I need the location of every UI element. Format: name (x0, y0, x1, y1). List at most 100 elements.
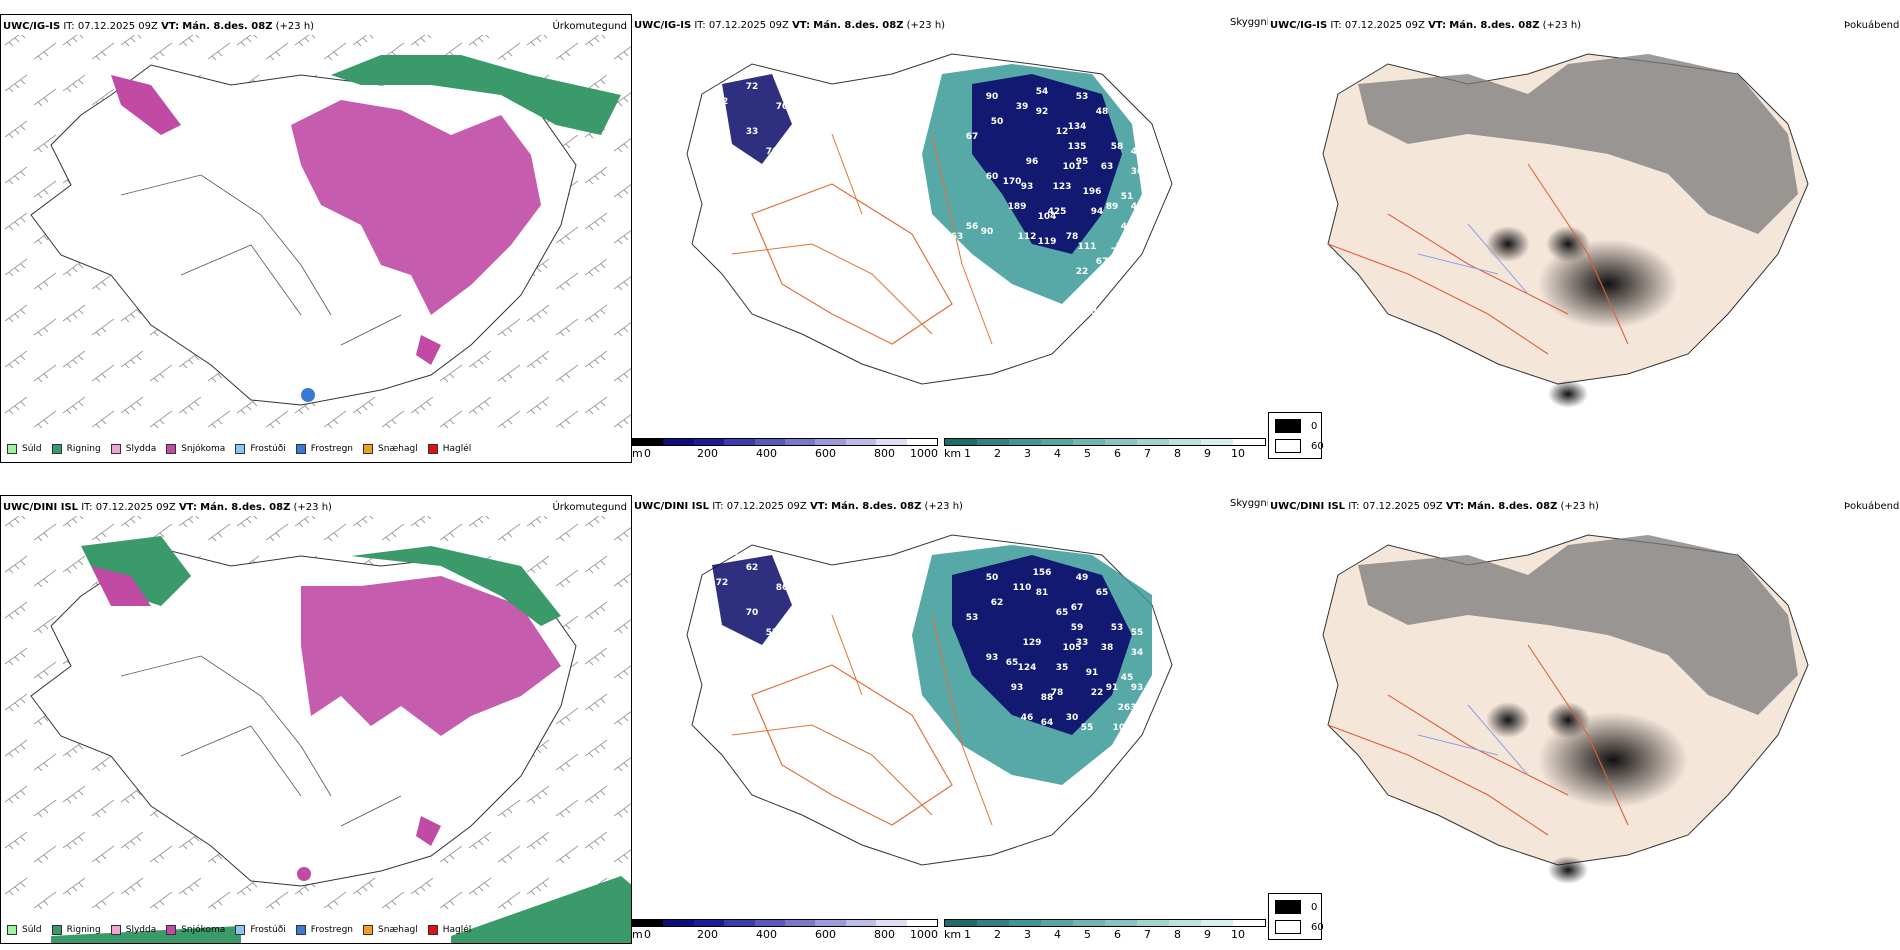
panel-field-name: Úrkomutegund (552, 21, 627, 32)
legend-item: Frostregn (295, 925, 353, 935)
visibility-value-label: 129 (1023, 638, 1042, 648)
visibility-value-label: 40 (1131, 147, 1144, 157)
precip-legend: Súld Rigning Slydda Snjókoma Frostúði Frostre… (7, 925, 471, 935)
visibility-value-label: 93 (1021, 182, 1034, 192)
visibility-value-label: 33 (1076, 638, 1089, 648)
visibility-value-label: 70 (1111, 247, 1124, 257)
visibility-value-label: 49 (1076, 573, 1089, 583)
visibility-value-label: 70 (746, 608, 759, 618)
legend-item: Súld (7, 925, 42, 935)
visibility-value-label: 111 (1078, 242, 1097, 252)
visibility-value-label: 38 (1116, 242, 1129, 252)
visibility-value-label: 90 (986, 92, 999, 102)
fog-indicator-panel-top: UWC/IG-IS IT: 07.12.2025 09Z VT: Mán. 8.… (1268, 14, 1900, 463)
visibility-value-label: 196 (1083, 187, 1102, 197)
fog-key-dark-swatch (1275, 900, 1301, 914)
height-colorbar: m 0 200 400 600 800 1000 (632, 438, 942, 460)
legend-swatch (7, 925, 17, 935)
visibility-value-label: 36 (1131, 167, 1144, 177)
visibility-value-label: 119 (1038, 237, 1057, 247)
legend-label: Frostregn (310, 444, 354, 454)
legend-label: Haglél (442, 444, 472, 454)
legend-swatch (295, 925, 306, 935)
fog-key-bottom: 0 60 (1268, 893, 1324, 940)
panel-title: UWC/DINI ISL IT: 07.12.2025 09Z VT: Mán.… (634, 501, 963, 512)
visibility-value-label: 53 (1111, 623, 1124, 633)
visibility-value-label: 43 (1131, 202, 1144, 212)
visibility-value-label: 95 (1076, 157, 1089, 167)
freezing-rain-spot (301, 388, 315, 402)
legend-swatch (295, 444, 306, 454)
visibility-colorbar: km 1 2 3 4 5 6 7 8 9 10 (944, 919, 1266, 941)
legend-label: Slydda (125, 925, 157, 935)
legend-label: Rigning (66, 444, 101, 454)
visibility-value-label: 94 (1091, 207, 1104, 217)
panel-title: UWC/IG-IS IT: 07.12.2025 09Z VT: Mán. 8.… (1270, 20, 1582, 31)
legend-item: Súld (7, 444, 42, 454)
visibility-value-label: 39 (1016, 102, 1029, 112)
legend-item: Rigning (51, 925, 101, 935)
legend-swatch (235, 925, 246, 935)
visibility-value-label: 89 (1106, 202, 1119, 212)
visibility-value-label: 59 (1071, 623, 1084, 633)
legend-swatch (166, 444, 177, 454)
visibility-value-label: 91 (1106, 683, 1119, 693)
legend-label: Snjókoma (181, 444, 226, 454)
visibility-value-label: 34 (1131, 648, 1144, 658)
visibility-value-label: 30 (1066, 713, 1079, 723)
legend-label: Slydda (125, 444, 157, 454)
roads (120, 174, 402, 346)
visibility-value-label: 84 (1091, 307, 1104, 317)
visibility-value-label: 81 (1036, 588, 1049, 598)
visibility-value-label: 22 (1076, 267, 1089, 277)
panel-title: UWC/IG-IS IT: 07.12.2025 09Z VT: Mán. 8.… (634, 20, 946, 31)
visibility-value-label: 103 (1113, 723, 1132, 733)
legend-item: Haglél (427, 444, 472, 454)
panel-title: UWC/IG-IS IT: 07.12.2025 09Z VT: Mán. 8.… (3, 21, 315, 32)
visibility-value-label: 70 (776, 102, 789, 112)
panel-title: UWC/DINI ISL IT: 07.12.2025 09Z VT: Mán.… (1270, 501, 1599, 512)
visibility-value-label: 67 (1096, 257, 1109, 267)
legend-swatch (427, 444, 438, 454)
visibility-value-label: 70 (766, 147, 779, 157)
fog-key-dark-swatch (1275, 419, 1301, 433)
visibility-value-label: 91 (1086, 668, 1099, 678)
visibility-value-label: 135 (1068, 142, 1087, 152)
visibility-value-label: 96 (1026, 157, 1039, 167)
visibility-value-label: 62 (746, 563, 759, 573)
visibility-value-label: 124 (1018, 663, 1037, 673)
fog-map (1322, 53, 1809, 408)
legend-label: Súld (22, 925, 42, 935)
visibility-value-label: 63 (951, 232, 964, 242)
legend-swatch (7, 444, 17, 454)
visibility-value-label: 90 (981, 227, 994, 237)
legend-item: Frostregn (295, 444, 354, 454)
visibility-value-label: 123 (1053, 182, 1072, 192)
visibility-value-label: 93 (1131, 683, 1144, 693)
precip-legend: Súld Rigning Slydda Snjókoma Frostúði Frostre… (7, 444, 471, 454)
fog-indicator-panel-bottom: UWC/DINI ISL IT: 07.12.2025 09Z VT: Mán.… (1268, 495, 1900, 944)
visibility-value-label: 72 (746, 82, 759, 92)
visibility-value-label: 50 (986, 573, 999, 583)
visibility-value-label: 110 (1013, 583, 1032, 593)
visibility-value-label: 86 (776, 583, 789, 593)
visibility-value-label: 46 (1021, 713, 1034, 723)
precip-type-panel-top: UWC/IG-IS IT: 07.12.2025 09Z VT: Mán. 8.… (0, 14, 632, 463)
visibility-value-label: 65 (1056, 608, 1069, 618)
visibility-value-label: 88 (1041, 693, 1054, 703)
legend-label: Súld (22, 444, 42, 454)
visibility-value-label: 10 (726, 548, 739, 558)
visibility-value-label: 65 (1006, 658, 1019, 668)
visibility-value-label: 53 (1076, 92, 1089, 102)
legend-swatch (51, 925, 62, 935)
visibility-value-label: 48 (826, 127, 839, 137)
visibility-map: 17 72 62 70 33 70 48 90 67 50 39 54 92 12 53 48 134 135 58… (686, 53, 1173, 385)
legend-label: Snæhagl (378, 925, 418, 935)
visibility-value-label: 45 (1121, 673, 1134, 683)
visibility-value-label: 92 (1036, 107, 1049, 117)
visibility-value-label: 55 (1081, 723, 1094, 733)
legend-label: Snjókoma (181, 925, 226, 935)
legend-item: Rigning (51, 444, 101, 454)
visibility-value-label: 101 (1063, 162, 1082, 172)
